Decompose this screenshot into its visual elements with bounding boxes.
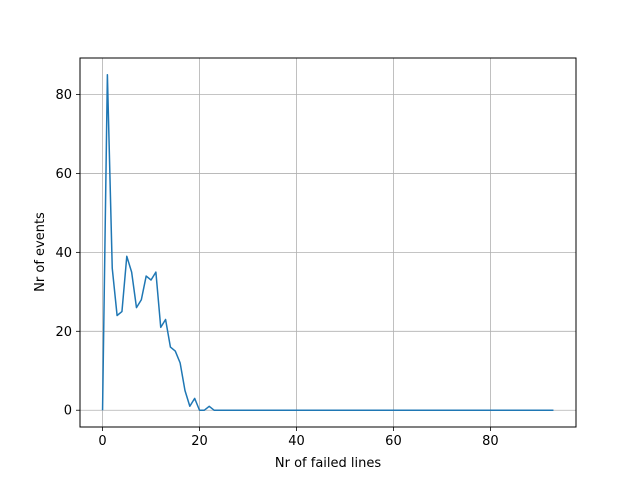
x-tick-label: 40 — [288, 434, 305, 449]
x-tick-label: 20 — [191, 434, 208, 449]
y-tick-label: 0 — [64, 404, 72, 419]
x-tick-label: 60 — [385, 434, 402, 449]
y-axis-label: Nr of events — [33, 212, 48, 292]
series-line — [101, 74, 554, 411]
x-axis-ticks: 0 20 40 60 80 — [98, 427, 499, 449]
plot-series — [101, 74, 554, 411]
axes-frame — [79, 57, 577, 428]
y-tick-label: 80 — [55, 88, 72, 103]
y-tick-label: 20 — [55, 325, 72, 340]
y-axis-ticks: 0 20 40 60 80 — [55, 88, 80, 419]
y-tick-label: 60 — [55, 167, 72, 182]
x-tick-label: 0 — [98, 434, 106, 449]
x-axis-label: Nr of failed lines — [275, 456, 381, 471]
x-tick-label: 80 — [482, 434, 499, 449]
y-tick-label: 40 — [55, 246, 72, 261]
